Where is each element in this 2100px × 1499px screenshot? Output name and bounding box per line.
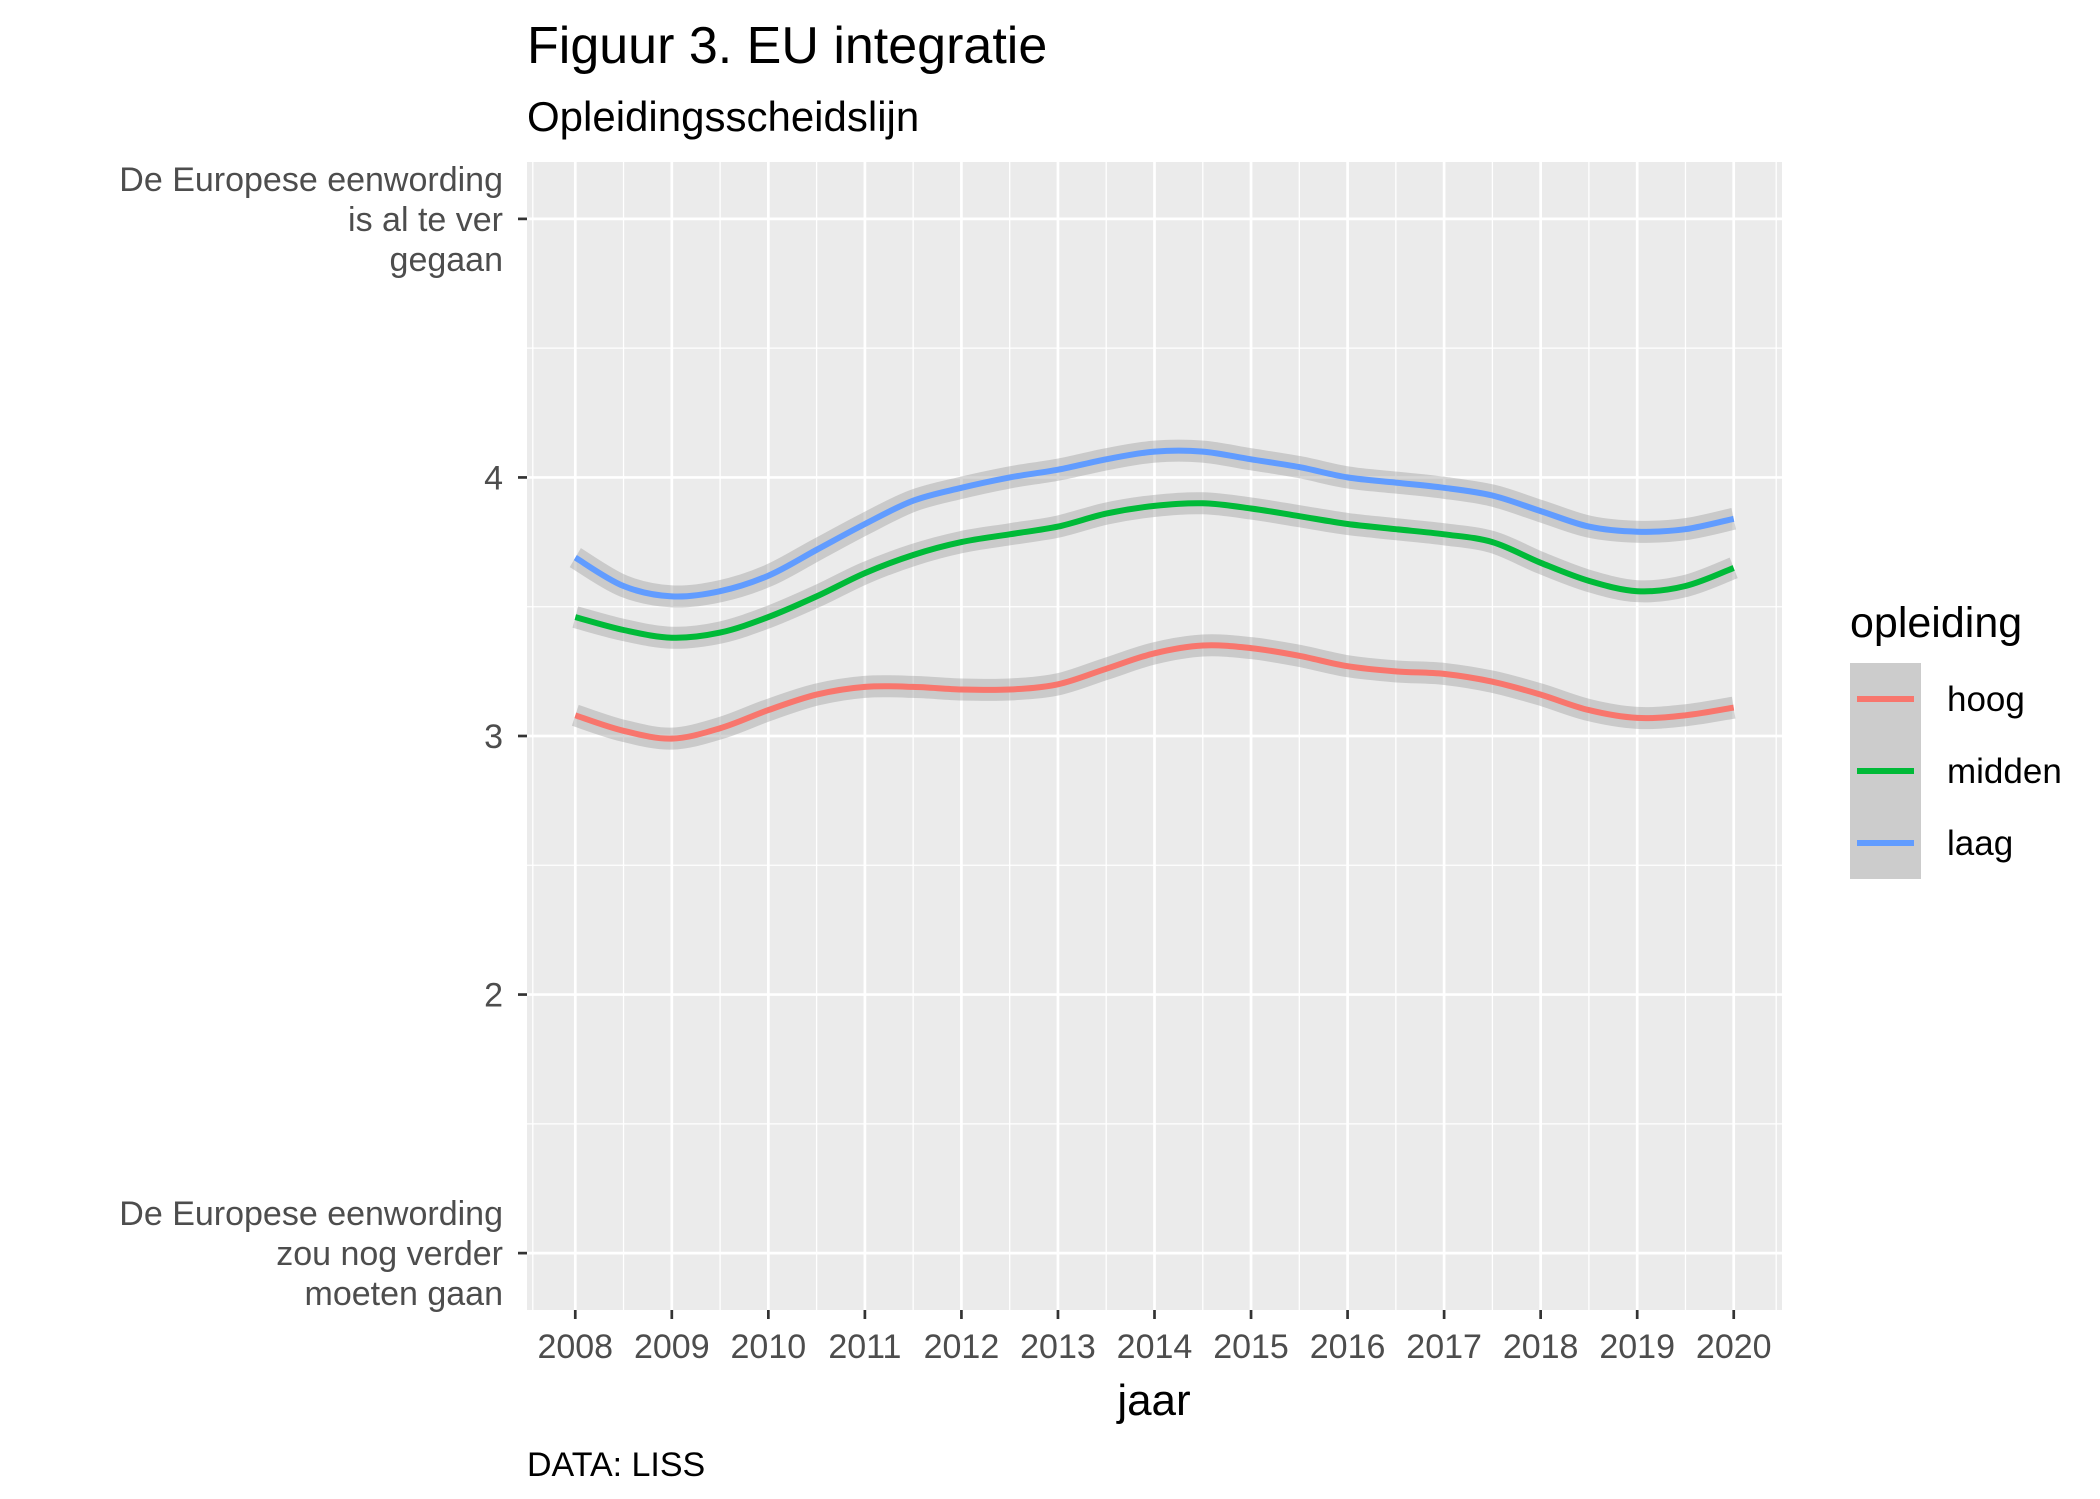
y-tick-label: 2	[484, 977, 503, 1015]
y-tick-label: 4	[484, 459, 503, 497]
y-tick-label: De Europese eenwording is al te ver gegaan	[119, 161, 503, 279]
legend-keys: hoog midden laag	[1850, 663, 2062, 879]
caption: DATA: LISS	[527, 1446, 705, 1484]
series-line-laag	[573, 447, 1735, 600]
x-tick-label: 2018	[1503, 1328, 1579, 1366]
x-tick-label: 2010	[731, 1328, 807, 1366]
legend-title: opleiding	[1850, 599, 2022, 647]
x-tick-label: 2013	[1020, 1328, 1096, 1366]
chart-subtitle: Opleidingsscheidslijn	[527, 93, 919, 140]
legend-label-hoog: hoog	[1947, 680, 2025, 719]
x-tick-label: 2009	[634, 1328, 710, 1366]
x-tick-label: 2012	[924, 1328, 1000, 1366]
x-tick-label: 2020	[1696, 1328, 1772, 1366]
x-tick-label: 2015	[1213, 1328, 1289, 1366]
series-line-hoog	[574, 642, 1735, 742]
x-tick-label: 2014	[1117, 1328, 1193, 1366]
y-tick-label: De Europese eenwording zou nog verder moet…	[119, 1195, 503, 1313]
legend-label-laag: laag	[1947, 824, 2013, 863]
y-axis: De Europese eenwording zou nog verder moet…	[119, 161, 527, 1313]
x-tick-label: 2019	[1599, 1328, 1675, 1366]
series-lines	[573, 447, 1735, 742]
x-tick-label: 2008	[537, 1328, 613, 1366]
x-axis-title: jaar	[1115, 1376, 1190, 1425]
x-tick-label: 2016	[1310, 1328, 1386, 1366]
y-tick-label: 3	[484, 718, 503, 756]
legend-label-midden: midden	[1947, 752, 2062, 791]
chart-title: Figuur 3. EU integratie	[527, 17, 1047, 75]
x-axis: 2008 2009 2010 2011 2012 2013 2014 2015 2016 2017…	[537, 1310, 1772, 1366]
series-line-midden	[574, 500, 1735, 641]
x-tick-label: 2011	[828, 1328, 901, 1366]
grid-major	[527, 162, 1782, 1310]
x-tick-label: 2017	[1406, 1328, 1482, 1366]
legend: opleiding hoog midden laag	[1850, 599, 2062, 879]
